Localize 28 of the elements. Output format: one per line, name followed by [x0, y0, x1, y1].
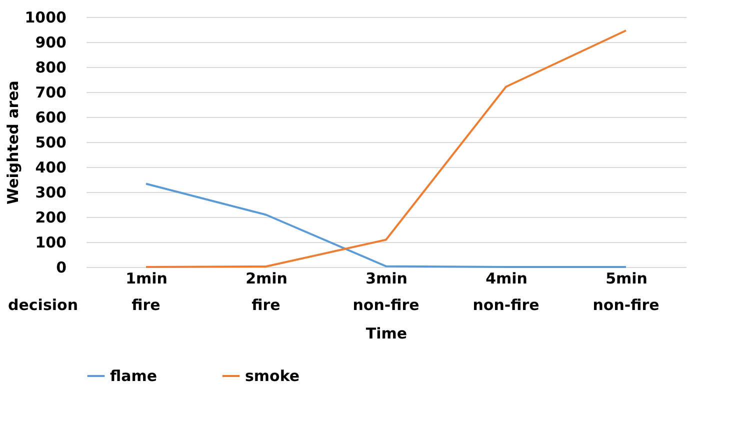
x-tick-label: 1min [126, 270, 168, 288]
y-tick-label: 700 [35, 84, 66, 102]
y-tick-label: 1000 [24, 8, 66, 26]
text: fire [132, 296, 160, 314]
y-tick-label: 0 [56, 258, 66, 276]
legend-label: smoke [245, 367, 300, 385]
y-tick-label: 400 [35, 158, 66, 176]
x-tick-label: 3min [366, 270, 408, 288]
y-tick-label: 300 [35, 184, 66, 202]
x-tick-label: 4min [486, 270, 528, 288]
y-tick-label: 900 [35, 34, 66, 52]
y-tick-label: 600 [35, 108, 66, 126]
text: non-fire [592, 296, 660, 314]
text: decision [8, 296, 78, 314]
x-tick-label: 2min [246, 270, 288, 288]
text: fire [252, 296, 280, 314]
y-axis-title: Weighted area [4, 80, 22, 204]
y-tick-label: 500 [35, 134, 66, 152]
text: non-fire [472, 296, 540, 314]
line-series [145, 182, 627, 268]
y-tick-label: 200 [35, 208, 66, 226]
text: non-fire [352, 296, 420, 314]
y-tick-label: 100 [35, 234, 66, 252]
line-series [145, 30, 627, 268]
legend-label: flame [110, 367, 158, 385]
x-tick-label: 5min [606, 270, 648, 288]
x-axis-title: Time [366, 324, 408, 342]
y-tick-label: 800 [35, 58, 66, 76]
